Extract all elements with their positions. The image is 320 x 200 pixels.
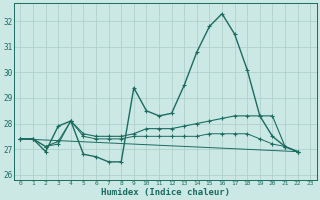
X-axis label: Humidex (Indice chaleur): Humidex (Indice chaleur) [101, 188, 230, 197]
